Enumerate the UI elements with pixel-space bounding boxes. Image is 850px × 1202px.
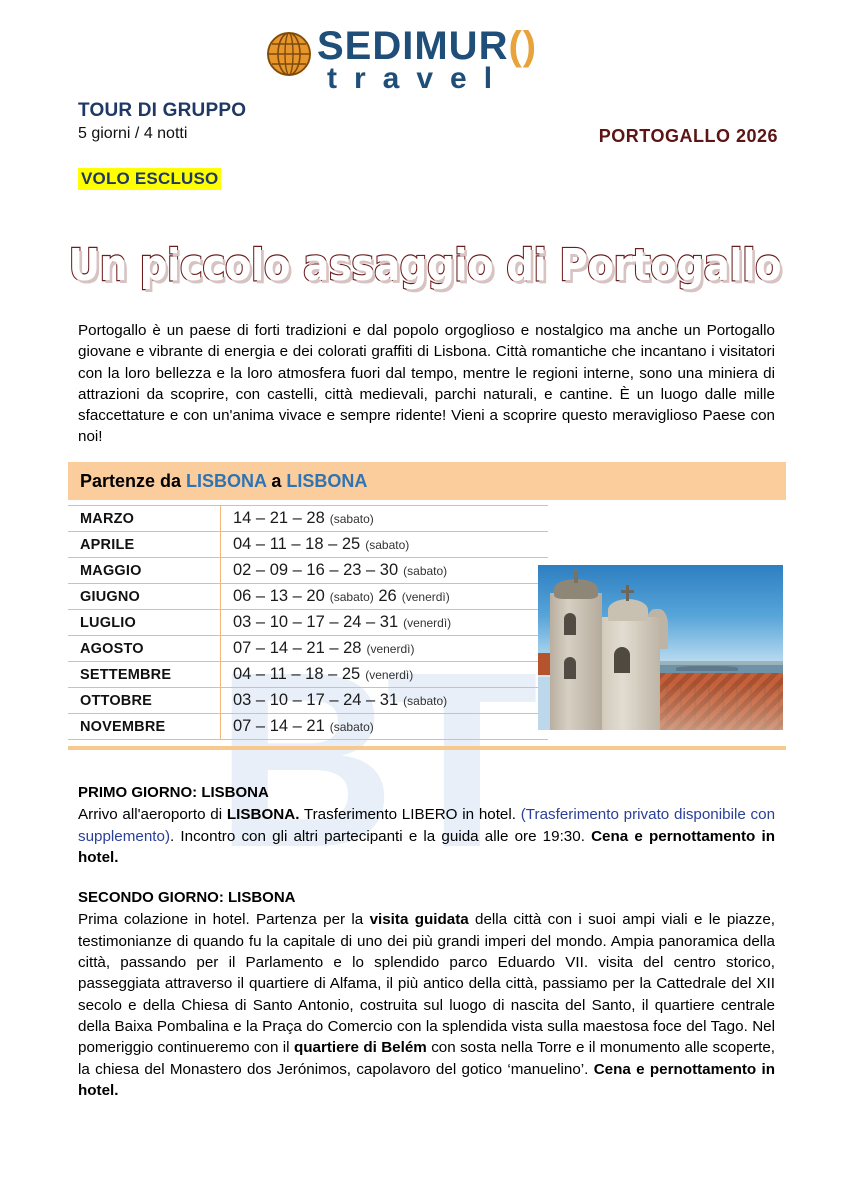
departure-dates-list: 14 – 21 – 28: [233, 509, 325, 527]
emphasis-text: Cena e pernottamento in hotel.: [78, 1060, 775, 1099]
departure-dates: 07 – 14 – 21 – 28 (venerdì): [220, 635, 548, 662]
departure-dates: 04 – 11 – 18 – 25 (venerdì): [220, 661, 548, 688]
departure-weekday: (sabato): [329, 720, 374, 734]
departure-weekday: (venerdì): [366, 642, 415, 656]
table-row: MARZO 14 – 21 – 28 (sabato): [68, 505, 548, 532]
departure-weekday-extra: (venerdì): [401, 590, 450, 604]
tour-destination: PORTOGALLO 2026: [598, 126, 778, 146]
logo-wordmark-main: SEDIMUR: [317, 24, 509, 68]
departure-dates-list: 04 – 11 – 18 – 25: [233, 665, 361, 683]
intro-paragraph: Portogallo è un paese di forti tradizion…: [78, 322, 775, 446]
itinerary-spacer: [78, 868, 775, 887]
body-text: della città con i suoi ampi viali e le p…: [78, 911, 775, 1057]
departure-dates-list-extra: 26: [373, 587, 397, 605]
body-text: Prima colazione in hotel. Partenza per l…: [78, 911, 370, 929]
table-row: OTTOBRE 03 – 10 – 17 – 24 – 31 (sabato): [68, 687, 548, 714]
note-text: (Trasferimento privato disponibile con s…: [78, 806, 776, 845]
departure-month: LUGLIO: [68, 609, 221, 636]
departure-month: AGOSTO: [68, 635, 221, 662]
departures-table: MARZO 14 – 21 – 28 (sabato) APRILE 04 – 11 –…: [68, 505, 548, 740]
departure-city-to: LISBONA: [286, 471, 368, 491]
banner: Un piccolo assaggio di Portogallo: [0, 239, 850, 292]
departures-header-middle: a: [266, 471, 287, 491]
emphasis-text: Cena e pernottamento in hotel.: [78, 827, 775, 866]
departure-weekday: (sabato): [403, 694, 448, 708]
body-text: . Incontro con gli altri partecipanti e …: [170, 827, 592, 845]
page-title: TOUR DI GRUPPO: [78, 100, 247, 121]
table-row: NOVEMBRE 07 – 14 – 21 (sabato): [68, 713, 548, 740]
departures-header: Partenze da LISBONA a LISBONA: [68, 462, 786, 500]
departure-month: SETTEMBRE: [68, 661, 221, 688]
table-row: APRILE 04 – 11 – 18 – 25 (sabato): [68, 531, 548, 558]
table-row: AGOSTO 07 – 14 – 21 – 28 (venerdì): [68, 635, 548, 662]
departure-dates-list: 07 – 14 – 21: [233, 717, 325, 735]
itinerary-day-body: Prima colazione in hotel. Partenza per l…: [78, 909, 775, 1101]
departure-dates: 14 – 21 – 28 (sabato): [220, 505, 548, 532]
logo-wordmark: SEDIMUR(): [317, 24, 537, 69]
tour-duration: 5 giorni / 4 notti: [78, 125, 188, 142]
departure-month: MAGGIO: [68, 557, 221, 584]
departure-dates-list: 03 – 10 – 17 – 24 – 31: [233, 691, 399, 709]
departure-dates-list: 04 – 11 – 18 – 25: [233, 535, 361, 553]
table-row: MAGGIO 02 – 09 – 16 – 23 – 30 (sabato): [68, 557, 548, 584]
emphasis-text: visita guidata: [369, 911, 469, 929]
itinerary-section: PRIMO GIORNO: LISBONA Arrivo all'aeroport…: [78, 782, 775, 1101]
departure-weekday: (venerdì): [365, 668, 414, 682]
departure-dates: 03 – 10 – 17 – 24 – 31 (venerdì): [220, 609, 548, 636]
departure-weekday: (sabato): [329, 512, 374, 526]
departure-dates: 06 – 13 – 20 (sabato) 26 (venerdì): [220, 583, 548, 610]
itinerary-day-title: PRIMO GIORNO: LISBONA: [78, 784, 269, 801]
departure-month: OTTOBRE: [68, 687, 221, 714]
departure-weekday: (venerdì): [403, 616, 452, 630]
flight-badge: VOLO ESCLUSO: [78, 168, 222, 190]
document-header: TOUR DI GRUPPO 5 giorni / 4 notti PORTOG…: [78, 100, 778, 190]
emphasis-text: LISBONA.: [226, 806, 300, 824]
departure-weekday: (sabato): [403, 564, 448, 578]
departure-city-from: LISBONA: [186, 471, 267, 491]
departure-month: MARZO: [68, 505, 221, 532]
banner-title: Un piccolo assaggio di Portogallo: [68, 239, 783, 292]
departure-dates-list: 03 – 10 – 17 – 24 – 31: [233, 613, 399, 631]
brand-logo: SEDIMUR() travel: [0, 22, 850, 99]
body-text: Trasferimento LIBERO in hotel.: [299, 806, 521, 824]
departure-dates: 07 – 14 – 21 (sabato): [220, 713, 548, 740]
logo-wordmark-paren: (): [508, 24, 538, 68]
departures-header-prefix: Partenze da: [80, 471, 187, 491]
departure-dates: 02 – 09 – 16 – 23 – 30 (sabato): [220, 557, 548, 584]
table-row: GIUGNO 06 – 13 – 20 (sabato) 26 (venerdì): [68, 583, 548, 610]
itinerary-day-title: SECONDO GIORNO: LISBONA: [78, 889, 296, 907]
departure-dates: 03 – 10 – 17 – 24 – 31 (sabato): [220, 687, 548, 714]
departure-weekday: (sabato): [329, 590, 374, 604]
emphasis-text: quartiere di Belém: [293, 1039, 427, 1057]
departure-month: APRILE: [68, 531, 221, 558]
body-text: con sosta nella Torre e il monumento all…: [78, 1039, 776, 1078]
departure-dates-list: 06 – 13 – 20: [233, 587, 325, 605]
itinerary-day-body: Arrivo all'aeroporto di LISBONA. Trasfer…: [78, 804, 775, 868]
globe-icon: [267, 32, 311, 76]
church-cityscape-photo: [538, 565, 783, 730]
body-text: Arrivo all'aeroporto di: [78, 806, 227, 824]
departure-weekday: (sabato): [365, 538, 410, 552]
table-row: LUGLIO 03 – 10 – 17 – 24 – 31 (venerdì): [68, 609, 548, 636]
section-divider: [68, 746, 786, 750]
departure-dates-list: 02 – 09 – 16 – 23 – 30: [233, 561, 399, 579]
departure-dates-list: 07 – 14 – 21 – 28: [233, 639, 362, 657]
departure-month: GIUGNO: [68, 583, 221, 610]
departure-month: NOVEMBRE: [68, 713, 221, 740]
table-row: SETTEMBRE 04 – 11 – 18 – 25 (venerdì): [68, 661, 548, 688]
logo-subword: travel: [327, 62, 510, 95]
departures-section: Partenze da LISBONA a LISBONA MARZO 14 – …: [68, 462, 786, 750]
departure-dates: 04 – 11 – 18 – 25 (sabato): [220, 531, 548, 558]
